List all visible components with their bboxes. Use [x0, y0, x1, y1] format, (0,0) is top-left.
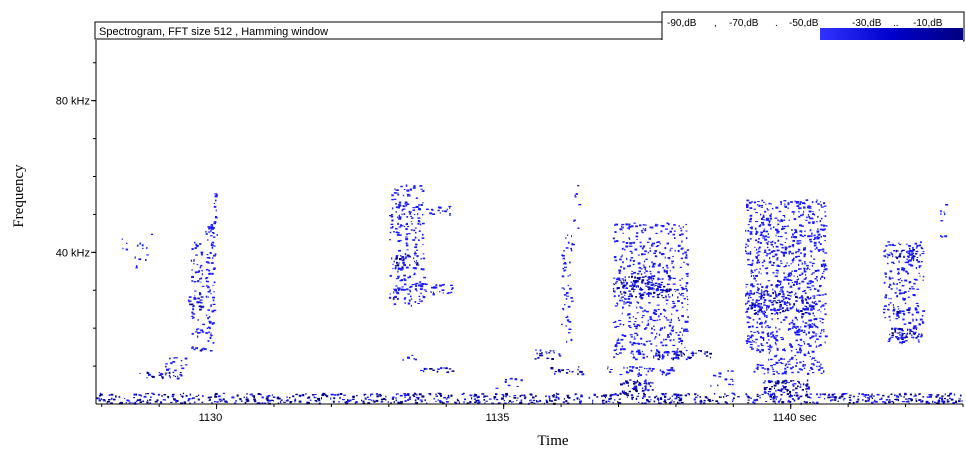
color-scale-label: -30,dB	[852, 18, 882, 29]
spectrogram-pixels	[96, 184, 963, 405]
color-scale-separator: ..	[893, 18, 899, 29]
spectrogram-cluster-12	[395, 203, 452, 216]
spectrogram-cluster-27	[753, 363, 825, 375]
spectrogram-cluster-15	[534, 349, 562, 360]
color-scale-separator: .	[775, 18, 778, 29]
spectrogram-cluster-13	[420, 367, 455, 374]
spectrogram-cluster-3	[191, 346, 213, 352]
x-axis-ticks: 1130 1135 1140 sec	[101, 404, 964, 424]
y-tick-label: 40 kHz	[56, 247, 90, 259]
spectrogram-cluster-0	[96, 392, 963, 405]
spectrogram-cluster-2	[165, 357, 188, 372]
x-tick-label: 1135	[486, 412, 510, 424]
y-tick-label: 80 kHz	[56, 96, 90, 108]
spectrogram-cluster-11	[395, 282, 454, 296]
spectrogram-cluster-10	[394, 254, 420, 270]
spectrogram-cluster-31	[890, 326, 920, 340]
y-axis-ticks: 40 kHz 80 kHz	[56, 62, 96, 367]
spectrogram-cluster-28	[762, 379, 810, 397]
plot-area	[96, 40, 963, 404]
spectrogram-cluster-22	[653, 349, 712, 361]
spectrogram-cluster-6	[187, 296, 205, 311]
spectrogram-cluster-33	[895, 248, 919, 262]
color-scale-label: -70,dB	[729, 18, 759, 29]
color-scale-separator: ,	[714, 18, 717, 29]
spectrogram-cluster-34	[940, 204, 949, 238]
spectrogram-cluster-16	[550, 366, 585, 376]
spectrogram-cluster-35	[573, 185, 582, 229]
color-scale-label: -50,dB	[789, 18, 819, 29]
spectrogram-cluster-8	[121, 233, 154, 269]
spectrogram-cluster-1	[139, 371, 183, 380]
spectrogram-cluster-4	[205, 222, 217, 344]
spectrogram-cluster-14	[402, 354, 417, 361]
chart-title: Spectrogram, FFT size 512 , Hamming wind…	[99, 26, 328, 38]
spectrogram-cluster-23	[607, 366, 675, 377]
spectrogram-cluster-17	[561, 234, 575, 343]
spectrogram-cluster-19	[612, 222, 691, 361]
color-scale-label: -90,dB	[667, 18, 697, 29]
spectrogram-cluster-18	[495, 377, 523, 389]
spectrogram-cluster-26	[750, 290, 815, 315]
color-scale-gradient	[820, 28, 963, 40]
spectrogram-cluster-20	[612, 275, 672, 300]
color-scale-label: -10,dB	[913, 18, 943, 29]
spectrogram-cluster-24	[710, 370, 734, 387]
x-tick-label: 1130	[199, 412, 223, 424]
spectrogram-cluster-5	[190, 241, 205, 338]
y-axis-title: Frequency	[11, 164, 27, 228]
spectrogram-cluster-32	[888, 307, 918, 315]
spectrogram-cluster-25	[744, 199, 828, 353]
spectrogram-cluster-29	[768, 351, 820, 364]
spectrogram-cluster-7	[211, 193, 218, 259]
spectrogram-cluster-21	[620, 379, 654, 394]
color-scale-labels: -90,dB -70,dB -50,dB -30,dB -10,dB,...	[667, 18, 943, 29]
x-axis-title: Time	[537, 433, 568, 449]
x-tick-label: 1140 sec	[773, 412, 817, 424]
